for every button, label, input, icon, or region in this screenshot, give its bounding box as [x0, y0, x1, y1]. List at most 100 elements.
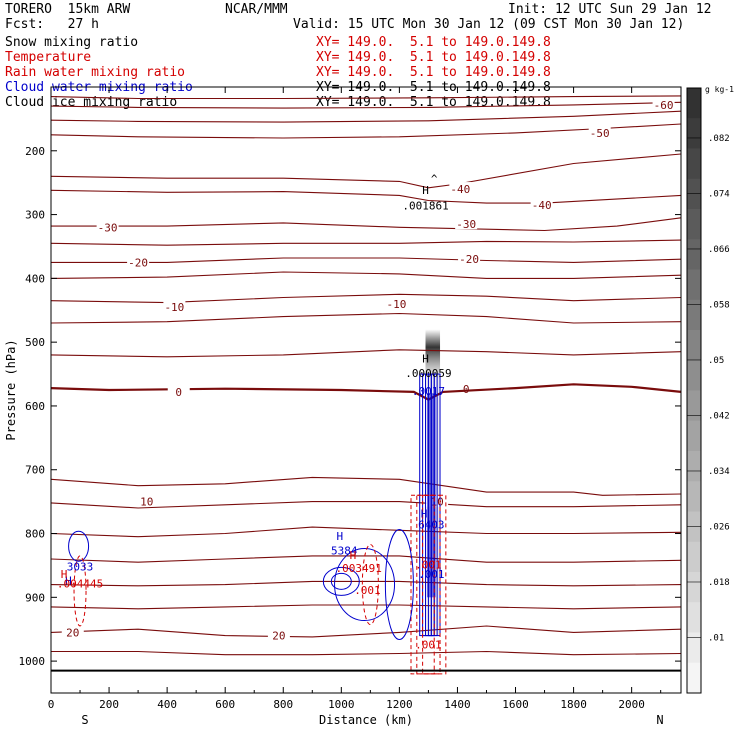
- x-tick-label-6: 1200: [386, 698, 413, 711]
- x-tick-label-3: 600: [215, 698, 235, 711]
- cloud-water-cell-b: [334, 548, 396, 622]
- colorbar-segment-18: [687, 632, 701, 664]
- annotation-10: 6403: [418, 518, 445, 531]
- annotation-20: .001: [415, 638, 442, 651]
- temperature-label-bg-10: [163, 300, 186, 313]
- annotation-7: H: [337, 530, 344, 543]
- cloud-water-cell-south: [68, 530, 90, 562]
- field-label-temperature: Temperature: [5, 50, 92, 65]
- colorbar-segment-0: [687, 88, 701, 119]
- temperature-contour-21: [51, 650, 682, 656]
- header-valid: Valid: 15 UTC Mon 30 Jan 12 (09 CST Mon …: [293, 17, 685, 32]
- temperature-label-3: -50: [590, 127, 610, 140]
- temperature-contour-18: [50, 580, 682, 587]
- temperature-label-9: -20: [459, 253, 479, 266]
- x-tick-label-8: 1600: [502, 698, 529, 711]
- annotation-17: .001: [354, 584, 381, 597]
- temperature-contour-0: [50, 95, 682, 100]
- x-tick-label-9: 1800: [560, 698, 587, 711]
- annotation-19: .001: [418, 568, 445, 581]
- temperature-label-7: -30: [456, 218, 476, 231]
- x-tick-label-7: 1400: [444, 698, 471, 711]
- annotation-12: 3033: [67, 561, 94, 574]
- y-tick-label-7: 900: [25, 591, 45, 604]
- colorbar-label-3: .058: [708, 300, 730, 310]
- colorbar-segment-14: [687, 511, 701, 543]
- temperature-label-bg-14: [135, 494, 158, 507]
- annotation-4: .000059: [405, 367, 451, 380]
- temperature-label-bg-21: [267, 628, 290, 641]
- rain-column-0: [410, 494, 447, 675]
- rain-cell-b: [361, 544, 379, 626]
- colorbar-segment-15: [687, 541, 701, 573]
- colorbar-segment-5: [687, 239, 701, 270]
- temperature-contour-10: [50, 293, 682, 304]
- colorbar-segment-16: [687, 572, 701, 603]
- plot-frame: [50, 86, 682, 694]
- temperature-label-5: -40: [532, 199, 552, 212]
- temperature-contour-20: [50, 625, 682, 638]
- colorbar-label-0: .082: [708, 134, 730, 144]
- cloud-water-cell-c: [384, 529, 414, 641]
- y-tick-label-4: 600: [25, 400, 45, 413]
- temperature-label-bg-3: [588, 125, 611, 138]
- colorbar-segment-1: [687, 118, 701, 149]
- temperature-label-bg-20: [61, 625, 84, 638]
- field-range-rain: XY= 149.0. 5.1 to 149.0.149.8: [316, 65, 551, 80]
- annotation-1: .001861: [402, 199, 448, 212]
- x-axis-label: Distance (km): [319, 713, 413, 727]
- colorbar-segment-7: [687, 299, 701, 331]
- temperature-contour-6: [51, 217, 682, 232]
- annotation-8: 5384: [331, 545, 358, 558]
- field-label-rain: Rain water mixing ratio: [5, 65, 186, 80]
- temperature-label-bg-6: [96, 220, 119, 233]
- y-tick-label-2: 400: [25, 272, 45, 285]
- colorbar-segment-10: [687, 390, 701, 422]
- temperature-contour-11: [50, 312, 682, 324]
- colorbar-label-2: .066: [708, 245, 730, 255]
- colorbar-segment-9: [687, 360, 701, 391]
- temperature-contour-15: [50, 501, 682, 509]
- cloud-water-cell-a: [322, 566, 360, 596]
- colorbar-label-5: .042: [708, 411, 730, 421]
- temperature-label-bg-9: [458, 252, 481, 265]
- colorbar-label-4: .05: [708, 356, 724, 366]
- x-tick-label-4: 800: [273, 698, 293, 711]
- colorbar-segment-3: [687, 178, 701, 210]
- colorbar-segment-6: [687, 269, 701, 301]
- temperature-contour-9: [50, 271, 682, 279]
- field-range-snow: XY= 149.0. 5.1 to 149.0.149.8: [316, 35, 551, 50]
- colorbar-unit: g kg-1: [705, 85, 734, 94]
- x-tick-label-10: 2000: [618, 698, 645, 711]
- y-tick-label-5: 700: [25, 464, 45, 477]
- temperature-contour-2: [50, 110, 682, 123]
- y-tick-label-3: 500: [25, 336, 45, 349]
- temperature-label-2: -60: [654, 99, 674, 112]
- temperature-label-20: 20: [66, 626, 79, 639]
- annotation-2: ^: [431, 173, 438, 186]
- colorbar-segment-12: [687, 451, 701, 482]
- temperature-label-bg-7: [455, 217, 478, 230]
- colorbar-frame: [686, 87, 702, 694]
- temperature-label-6: -30: [98, 221, 118, 234]
- temperature-label-14: 10: [140, 496, 153, 509]
- colorbar-label-9: .01: [708, 633, 724, 643]
- x-tick-label-2: 400: [157, 698, 177, 711]
- temperature-contour-13: [50, 349, 682, 358]
- annotation-18: .001: [415, 559, 442, 572]
- temperature-label-12: 0: [175, 386, 182, 399]
- header-init: Init: 12 UTC Sun 29 Jan 12: [508, 2, 712, 17]
- colorbar-segment-11: [687, 420, 701, 452]
- annotation-13: H: [61, 568, 68, 581]
- annotation-11: H: [65, 575, 72, 588]
- temperature-label-bg-4: [449, 182, 472, 195]
- temperature-label-4: -40: [450, 183, 470, 196]
- temperature-contour-3: [50, 123, 682, 139]
- temperature-label-11: -10: [387, 298, 407, 311]
- colorbar-segment-19: [687, 662, 701, 694]
- temperature-contour-1: [50, 101, 682, 109]
- temperature-contour-16: [50, 526, 682, 538]
- colorbar-label-1: .074: [708, 189, 730, 199]
- temperature-contour-19: [50, 604, 682, 610]
- temperature-contour-5: [50, 189, 682, 204]
